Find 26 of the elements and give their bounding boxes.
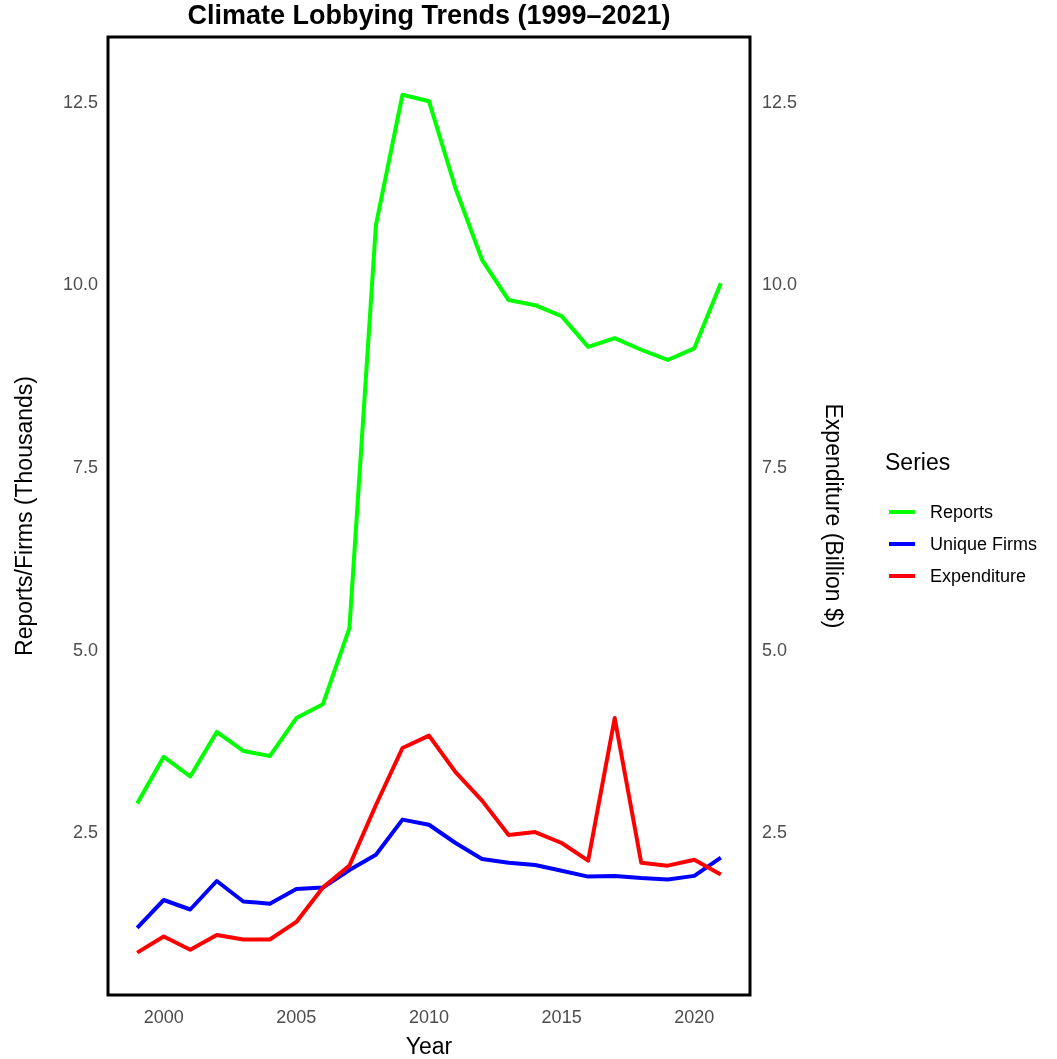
line-series	[135, 817, 723, 930]
y-tick-label: 12.5	[62, 91, 98, 112]
y-tick-label: 5.0	[72, 639, 98, 660]
chart-title: Climate Lobbying Trends (1999–2021)	[187, 0, 671, 30]
x-axis-title: Year	[405, 1033, 453, 1059]
x-tick-label: 2020	[674, 1007, 715, 1027]
legend-title: Series	[885, 449, 951, 475]
x-tick-label: 2000	[143, 1007, 184, 1027]
line-series	[135, 92, 723, 806]
y-axis-title: Reports/Firms (Thousands)	[11, 376, 37, 656]
line-series	[135, 716, 723, 955]
y2-tick-label: 12.5	[762, 91, 798, 112]
y-tick-label: 7.5	[72, 456, 98, 477]
legend-label: Reports	[930, 502, 994, 523]
y2-tick-label: 5.0	[762, 639, 788, 660]
y2-tick-label: 7.5	[762, 456, 788, 477]
legend-label: Expenditure	[930, 566, 1027, 587]
y-tick-label: 2.5	[72, 822, 98, 843]
x-tick-label: 2005	[276, 1007, 317, 1027]
x-tick-label: 2015	[541, 1007, 582, 1027]
legend-label: Unique Firms	[930, 534, 1038, 555]
x-tick-label: 2010	[408, 1007, 450, 1027]
y-tick-label: 10.0	[62, 274, 98, 295]
y2-axis-title: Expenditure (Billion $)	[821, 403, 847, 629]
y2-tick-label: 2.5	[762, 822, 788, 843]
y2-tick-label: 10.0	[762, 274, 798, 295]
